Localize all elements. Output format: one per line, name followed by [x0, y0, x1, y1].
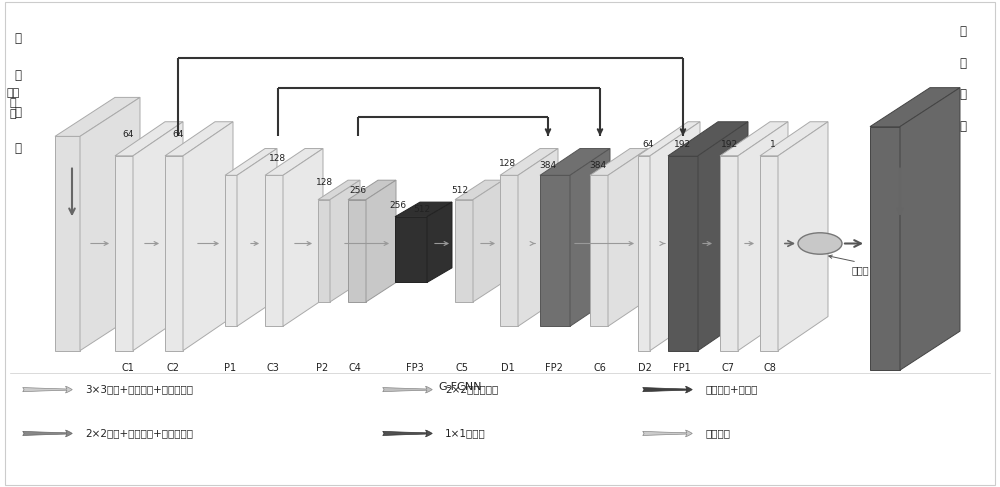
Text: 3×3卷积+批归一化+非线性激活: 3×3卷积+批归一化+非线性激活 [85, 385, 193, 394]
Text: 192: 192 [674, 140, 692, 149]
Polygon shape [133, 122, 183, 351]
Circle shape [798, 233, 842, 254]
Polygon shape [638, 122, 700, 156]
Text: G-FCNN: G-FCNN [438, 382, 482, 393]
Text: P2: P2 [316, 363, 328, 373]
Polygon shape [265, 175, 283, 326]
Polygon shape [427, 202, 452, 282]
Text: 256: 256 [389, 202, 407, 210]
Polygon shape [720, 122, 788, 156]
Polygon shape [870, 127, 900, 370]
Polygon shape [608, 149, 648, 326]
Text: 门单元: 门单元 [852, 265, 870, 276]
Polygon shape [395, 202, 452, 217]
Polygon shape [283, 149, 323, 326]
Text: 192: 192 [721, 140, 739, 149]
Text: P1: P1 [224, 363, 236, 373]
Polygon shape [500, 149, 558, 175]
Text: 结: 结 [960, 89, 966, 101]
Text: 图: 图 [14, 106, 22, 118]
Text: 跳跃连接+连接层: 跳跃连接+连接层 [705, 385, 757, 394]
Polygon shape [265, 149, 323, 175]
Polygon shape [590, 149, 648, 175]
Text: 64: 64 [642, 140, 654, 149]
Text: D1: D1 [501, 363, 515, 373]
Polygon shape [115, 156, 133, 351]
Polygon shape [720, 156, 738, 351]
Text: 2×2最大池化层: 2×2最大池化层 [445, 385, 498, 394]
Text: C1: C1 [122, 363, 134, 373]
Polygon shape [778, 122, 828, 351]
Text: C5: C5 [456, 363, 468, 373]
Text: 跳跃连接: 跳跃连接 [705, 429, 730, 438]
Polygon shape [590, 175, 608, 326]
Text: 64: 64 [172, 130, 184, 139]
Polygon shape [225, 175, 237, 326]
Text: 256: 256 [349, 186, 367, 195]
Polygon shape [55, 136, 80, 351]
Polygon shape [115, 122, 183, 156]
Text: C3: C3 [267, 363, 279, 373]
Text: 输: 输 [14, 33, 22, 45]
Polygon shape [668, 122, 748, 156]
Polygon shape [165, 156, 183, 351]
Polygon shape [80, 97, 140, 351]
Text: C4: C4 [349, 363, 361, 373]
Text: 128: 128 [269, 154, 287, 163]
Text: 成: 成 [960, 25, 966, 38]
Polygon shape [366, 180, 396, 302]
Polygon shape [183, 122, 233, 351]
Text: 2×2卷积+批归一化+非线性激活: 2×2卷积+批归一化+非线性激活 [85, 429, 193, 438]
Text: C8: C8 [764, 363, 776, 373]
Polygon shape [760, 156, 778, 351]
Polygon shape [900, 88, 960, 370]
Text: 1×1卷积层: 1×1卷积层 [445, 429, 486, 438]
Text: FP2: FP2 [545, 363, 563, 373]
Polygon shape [318, 200, 330, 302]
Text: C2: C2 [166, 363, 180, 373]
Text: 384: 384 [539, 162, 557, 170]
Polygon shape [870, 88, 960, 127]
Polygon shape [55, 97, 140, 136]
Polygon shape [348, 200, 366, 302]
Text: 输入
图
像: 输入 图 像 [6, 88, 20, 119]
Text: C6: C6 [594, 363, 606, 373]
Text: 512: 512 [413, 206, 431, 214]
Text: 512: 512 [451, 186, 469, 195]
Polygon shape [698, 122, 748, 351]
Polygon shape [570, 149, 610, 326]
Polygon shape [348, 180, 396, 200]
Polygon shape [455, 180, 503, 200]
Polygon shape [165, 122, 233, 156]
Polygon shape [225, 149, 277, 175]
Text: 像: 像 [960, 57, 966, 70]
Polygon shape [473, 180, 503, 302]
Text: 384: 384 [589, 162, 607, 170]
Polygon shape [318, 180, 360, 200]
Polygon shape [738, 122, 788, 351]
Text: D2: D2 [638, 363, 652, 373]
Text: 128: 128 [499, 159, 517, 168]
Text: C7: C7 [722, 363, 734, 373]
Polygon shape [650, 122, 700, 351]
Polygon shape [638, 156, 650, 351]
Polygon shape [500, 175, 518, 326]
Polygon shape [540, 175, 570, 326]
Polygon shape [668, 156, 698, 351]
Polygon shape [455, 200, 473, 302]
Text: 入: 入 [14, 69, 22, 82]
Text: 1: 1 [770, 140, 776, 149]
Polygon shape [395, 217, 427, 282]
Text: 像: 像 [14, 142, 22, 155]
Text: 果: 果 [960, 120, 966, 133]
Text: FP1: FP1 [673, 363, 691, 373]
Text: 64: 64 [122, 130, 134, 139]
Polygon shape [330, 180, 360, 302]
Text: FP3: FP3 [406, 363, 424, 373]
Polygon shape [540, 149, 610, 175]
Text: 128: 128 [316, 179, 334, 187]
Polygon shape [518, 149, 558, 326]
Polygon shape [237, 149, 277, 326]
Polygon shape [760, 122, 828, 156]
